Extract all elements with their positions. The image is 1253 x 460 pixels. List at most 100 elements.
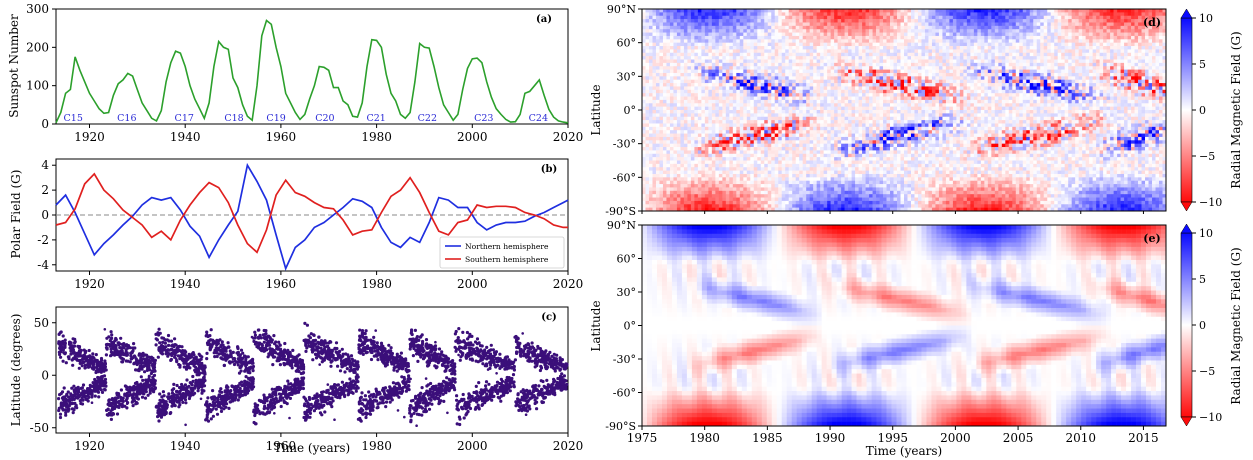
heatmap-cell <box>648 83 653 87</box>
heatmap-cell <box>673 113 678 118</box>
sunspot-point <box>319 339 324 343</box>
sunspot-point <box>149 355 154 359</box>
heatmap-cell <box>645 96 650 101</box>
sunspot-point <box>254 422 258 426</box>
d-plot-cells <box>642 9 1167 212</box>
sunspot-point <box>396 381 400 385</box>
heatmap-cell <box>673 204 678 208</box>
heatmap-cell <box>642 99 646 104</box>
sunspot-point <box>333 357 337 361</box>
sunspot-point <box>531 394 535 398</box>
sunspot-point <box>215 412 220 416</box>
sunspot-point <box>236 398 240 402</box>
sunspot-point <box>81 356 85 360</box>
heatmap-cell <box>662 200 667 205</box>
sunspot-point <box>361 402 365 406</box>
heatmap-cell <box>676 140 681 144</box>
heatmap-cell <box>669 35 674 40</box>
heatmap-cell <box>659 69 664 74</box>
heatmap-cell <box>648 69 653 74</box>
heatmap-cell <box>666 9 671 13</box>
sunspot-point <box>268 405 272 409</box>
heatmap-cell <box>669 204 674 208</box>
sunspot-point <box>157 347 161 352</box>
panel-a-label: (a) <box>536 14 552 25</box>
heatmap-cell <box>669 170 674 175</box>
heatmap-cell <box>676 180 681 185</box>
heatmap-cell <box>648 163 653 168</box>
sunspot-point <box>508 382 512 386</box>
sunspot-point <box>535 407 539 411</box>
sunspot-point <box>319 350 323 354</box>
sunspot-point <box>81 398 85 402</box>
sunspot-point <box>253 330 257 334</box>
sunspot-point <box>108 344 112 348</box>
sunspot-point <box>419 391 423 395</box>
sunspot-point <box>66 390 70 394</box>
sunspot-point <box>555 385 559 390</box>
panel-a-cycle-label: C20 <box>315 113 334 124</box>
sunspot-point <box>461 392 465 397</box>
sunspot-point <box>73 394 77 398</box>
sunspot-point <box>239 369 243 373</box>
heatmap-cell <box>655 150 660 155</box>
heatmap-cell <box>645 15 650 20</box>
sunspot-point <box>205 351 209 355</box>
sunspot-point <box>464 356 468 360</box>
heatmap-cell <box>662 39 667 43</box>
heatmap-cell <box>676 113 681 118</box>
heatmap-cell <box>669 32 674 37</box>
sunspot-point <box>422 392 426 396</box>
sunspot-point <box>174 357 178 360</box>
sunspot-point <box>353 370 357 374</box>
sunspot-point <box>363 332 367 336</box>
sunspot-point <box>99 388 103 392</box>
heatmap-cell <box>648 157 653 161</box>
sunspot-point <box>418 405 422 409</box>
sunspot-point <box>226 341 230 345</box>
sunspot-point <box>113 353 117 357</box>
sunspot-point <box>524 352 528 356</box>
heatmap-cell <box>648 29 653 33</box>
sunspot-point <box>271 351 275 355</box>
heatmap-cell <box>676 170 681 175</box>
heatmap-cell <box>652 46 657 50</box>
sunspot-point <box>565 382 569 387</box>
heatmap-cell <box>655 22 660 27</box>
heatmap-cell <box>645 25 650 30</box>
sunspot-point <box>278 357 282 361</box>
sunspot-point <box>346 385 350 389</box>
sunspot-point <box>67 395 71 399</box>
heatmap-cell <box>659 29 664 33</box>
sunspot-point <box>59 355 63 359</box>
heatmap-cell <box>648 103 653 107</box>
sunspot-point <box>64 361 68 365</box>
sunspot-point <box>436 390 440 394</box>
heatmap-cell <box>676 190 681 195</box>
heatmap-cell <box>642 42 646 47</box>
sunspot-point <box>351 359 355 363</box>
sunspot-point <box>103 359 107 363</box>
sunspot-point <box>234 393 238 398</box>
sunspot-point <box>420 413 424 417</box>
sunspot-point <box>307 334 311 338</box>
heatmap-cell <box>642 52 646 57</box>
sunspot-point <box>260 343 264 347</box>
sunspot-point <box>356 380 360 384</box>
heatmap-cell <box>676 173 681 178</box>
sunspot-point <box>128 346 132 350</box>
sunspot-point <box>456 407 460 411</box>
sunspot-point <box>212 339 216 344</box>
heatmap-cell <box>655 140 660 144</box>
sunspot-point <box>99 368 103 372</box>
sunspot-point <box>147 374 151 378</box>
heatmap-cell <box>676 123 681 128</box>
sunspot-point <box>492 360 496 364</box>
sunspot-point <box>87 395 91 399</box>
sunspot-point <box>107 398 111 403</box>
heatmap-cell <box>652 72 657 77</box>
sunspot-point <box>262 401 266 405</box>
sunspot-point <box>117 399 121 403</box>
sunspot-point <box>388 387 392 392</box>
sunspot-point <box>172 393 176 397</box>
